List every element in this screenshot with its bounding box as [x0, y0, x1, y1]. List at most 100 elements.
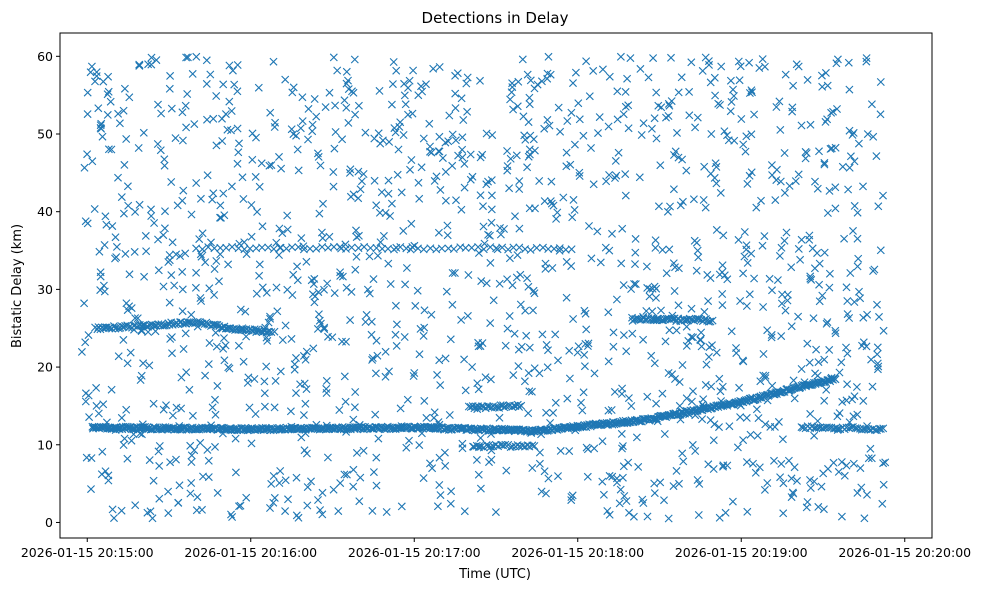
data-point — [814, 502, 823, 511]
data-point — [182, 53, 191, 62]
data-point — [643, 392, 652, 401]
data-point — [622, 497, 631, 505]
data-point — [299, 242, 308, 251]
data-point — [390, 124, 399, 133]
data-point — [114, 352, 123, 361]
data-point — [207, 238, 215, 247]
data-point — [687, 58, 696, 67]
data-point — [542, 408, 551, 417]
data-point — [820, 396, 829, 405]
data-point — [292, 353, 300, 362]
data-point — [172, 250, 181, 259]
data-point — [774, 417, 783, 426]
data-point — [406, 165, 414, 174]
data-point — [205, 284, 214, 293]
data-point — [213, 488, 222, 497]
data-point — [700, 315, 709, 324]
y-tick-label: 40 — [37, 204, 53, 219]
data-point — [647, 124, 656, 133]
data-point — [397, 502, 406, 511]
data-point — [338, 272, 347, 281]
data-point — [340, 372, 349, 381]
data-point — [729, 85, 737, 94]
data-point — [619, 281, 628, 290]
data-point — [369, 468, 378, 477]
data-point — [623, 74, 632, 83]
data-point — [227, 510, 235, 519]
data-point — [517, 401, 526, 410]
data-point — [614, 148, 623, 157]
data-point — [80, 299, 89, 308]
data-point — [859, 396, 868, 405]
data-point — [101, 212, 110, 221]
data-point — [704, 460, 713, 469]
data-point — [187, 458, 196, 466]
data-point — [154, 447, 163, 456]
data-point — [624, 458, 633, 467]
data-point — [323, 279, 332, 288]
data-point — [515, 224, 524, 233]
data-point — [784, 456, 793, 465]
data-point — [691, 123, 700, 132]
data-point — [554, 356, 562, 365]
data-point — [273, 307, 282, 316]
data-point — [402, 244, 411, 253]
data-point — [346, 316, 355, 325]
data-point — [556, 127, 565, 136]
data-point — [710, 173, 719, 182]
data-point — [755, 64, 764, 72]
data-point — [605, 510, 614, 519]
data-point — [283, 225, 292, 234]
data-point — [178, 108, 187, 117]
data-point — [554, 103, 563, 112]
chart-title: Detections in Delay — [422, 9, 569, 27]
data-point — [803, 339, 812, 348]
data-point — [745, 290, 754, 299]
data-point — [580, 350, 589, 359]
data-point — [634, 462, 643, 471]
data-point — [473, 379, 482, 388]
data-point — [745, 58, 754, 67]
data-point — [140, 272, 149, 281]
data-point — [122, 135, 131, 143]
data-point — [463, 107, 472, 116]
data-point — [210, 244, 219, 253]
data-point — [135, 200, 144, 209]
data-point — [630, 280, 639, 288]
data-point — [705, 60, 713, 69]
data-point — [178, 285, 187, 294]
data-point — [104, 476, 113, 485]
data-point — [829, 107, 837, 116]
data-point — [316, 161, 325, 170]
data-point — [321, 103, 330, 112]
data-point — [336, 271, 345, 280]
data-point — [820, 158, 829, 167]
data-point — [92, 401, 101, 410]
data-point — [672, 326, 681, 335]
data-point — [308, 120, 317, 129]
data-point — [81, 338, 90, 347]
data-point — [491, 508, 500, 517]
data-point — [420, 306, 429, 315]
data-point — [90, 205, 99, 213]
data-point — [204, 243, 213, 252]
data-point — [95, 247, 104, 256]
data-point — [149, 476, 158, 485]
data-point — [723, 275, 732, 284]
data-point — [420, 396, 429, 405]
data-point — [275, 479, 284, 487]
data-point — [794, 312, 803, 321]
data-point — [758, 241, 767, 250]
data-point — [514, 362, 523, 371]
data-point — [192, 52, 201, 61]
data-point — [582, 325, 591, 334]
data-point — [92, 68, 101, 77]
data-point — [734, 235, 743, 244]
data-point — [521, 306, 530, 315]
data-point — [778, 435, 787, 444]
data-point — [502, 466, 511, 475]
data-point — [605, 72, 614, 81]
data-point — [696, 336, 705, 345]
data-point — [178, 136, 187, 145]
data-point — [96, 272, 105, 281]
